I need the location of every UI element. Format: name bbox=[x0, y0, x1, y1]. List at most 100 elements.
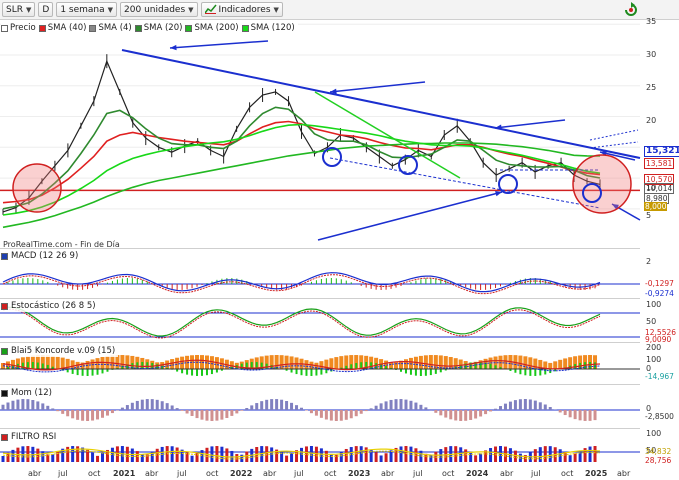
legend-item-sma20[interactable]: SMA (20) bbox=[134, 23, 183, 33]
indicator-label: Estocástico (26 8 5) bbox=[11, 301, 96, 311]
x-tick: 2021 bbox=[113, 469, 136, 478]
x-tick: jul bbox=[58, 469, 68, 478]
x-tick: jul bbox=[294, 469, 304, 478]
refresh-icon[interactable] bbox=[623, 2, 639, 17]
momentum-icon bbox=[1, 389, 8, 397]
stochastic-label[interactable]: Estocástico (26 8 5) bbox=[1, 300, 99, 312]
price-tag-support: 8,000 bbox=[644, 202, 668, 211]
chevron-down-icon: ▼ bbox=[25, 5, 32, 14]
stochastic-icon bbox=[1, 302, 8, 310]
price-tag-trendline: 15,321 bbox=[644, 146, 679, 157]
arrow-head bbox=[330, 88, 337, 95]
y-tick: 100 bbox=[646, 300, 662, 309]
x-tick: 2024 bbox=[466, 469, 489, 478]
legend-label: SMA (200) bbox=[194, 23, 239, 33]
macd-label[interactable]: MACD (12 26 9) bbox=[1, 250, 82, 262]
x-tick: abr bbox=[145, 469, 159, 478]
momentum-label[interactable]: Mom (12) bbox=[1, 387, 55, 399]
x-tick: abr bbox=[28, 469, 42, 478]
pivot-circle bbox=[398, 155, 418, 175]
arrow-head bbox=[170, 44, 177, 51]
indicator-label: MACD (12 26 9) bbox=[11, 251, 79, 261]
macd-value-tag: -0,1297 bbox=[645, 279, 674, 288]
y-tick: 100 bbox=[646, 355, 662, 364]
indicators-icon bbox=[204, 4, 217, 14]
koncorde-icon bbox=[1, 347, 8, 355]
green-trendline bbox=[314, 91, 461, 179]
y-tick: 200 bbox=[646, 343, 662, 352]
rsi-yellow-tag: 34,832 bbox=[645, 447, 672, 456]
timeframe-label: 1 semana bbox=[60, 4, 105, 15]
legend-label: SMA (20) bbox=[143, 23, 183, 33]
stochastic-k-tag: 12,5526 bbox=[645, 328, 677, 337]
legend-label: Precio bbox=[10, 23, 36, 33]
y-tick: 0 bbox=[646, 364, 652, 373]
sma4-swatch bbox=[89, 24, 97, 32]
y-tick: 10 bbox=[646, 183, 657, 192]
panel-separator bbox=[0, 248, 640, 249]
sma200-swatch bbox=[185, 24, 193, 32]
y-tick: 30 bbox=[646, 50, 657, 59]
rsi-yellow-line bbox=[2, 448, 601, 458]
y-tick: 5 bbox=[646, 211, 652, 220]
indicators-button[interactable]: Indicadores ▼ bbox=[200, 2, 283, 17]
dotted-projection bbox=[589, 141, 639, 149]
x-tick: abr bbox=[263, 469, 277, 478]
panel-separator bbox=[0, 384, 640, 385]
macd-line bbox=[2, 272, 601, 293]
legend-item-sma120[interactable]: SMA (120) bbox=[241, 23, 295, 33]
x-tick: oct bbox=[88, 469, 101, 478]
pivot-circle bbox=[322, 147, 342, 167]
units-label: 200 unidades bbox=[124, 4, 186, 15]
legend-label: SMA (4) bbox=[98, 23, 132, 33]
indicator-label: Blai5 Koncorde v.09 (15) bbox=[11, 346, 116, 356]
macd-signal-tag: -0,9274 bbox=[645, 289, 674, 298]
annotation-arrow bbox=[169, 40, 269, 49]
legend-item-sma200[interactable]: SMA (200) bbox=[185, 23, 239, 33]
koncorde-line bbox=[2, 359, 601, 371]
y-tick: 50 bbox=[646, 317, 657, 326]
stochastic-d-tag: 9,0090 bbox=[645, 335, 672, 344]
toolbar: SLR ▼ D 1 semana ▼ 200 unidades ▼ Indica… bbox=[0, 0, 679, 20]
x-tick: abr bbox=[381, 469, 395, 478]
stochastic-line bbox=[2, 306, 601, 337]
legend-item-price[interactable]: Precio bbox=[1, 23, 36, 33]
legend-item-sma40[interactable]: SMA (40) bbox=[38, 23, 86, 33]
series-line-sma-120- bbox=[2, 123, 601, 216]
sma20-swatch bbox=[134, 24, 142, 32]
price-tag-sma200: 13,581 bbox=[644, 158, 675, 169]
y-tick: 2 bbox=[646, 257, 652, 266]
x-tick: oct bbox=[442, 469, 455, 478]
y-tick: 100 bbox=[646, 429, 662, 438]
x-tick: abr bbox=[500, 469, 514, 478]
x-tick: 2025 bbox=[585, 469, 608, 478]
x-tick: 2022 bbox=[230, 469, 253, 478]
price-swatch bbox=[1, 24, 8, 32]
panel-separator bbox=[0, 342, 640, 343]
annotation-arrow bbox=[494, 119, 566, 129]
d-button[interactable]: D bbox=[38, 2, 54, 17]
main-legend: Precio SMA (40) SMA (4) SMA (20) SMA (20… bbox=[1, 22, 298, 34]
annotation-arrow bbox=[329, 81, 426, 93]
units-selector[interactable]: 200 unidades ▼ bbox=[120, 2, 198, 17]
series-line-sma-200- bbox=[2, 142, 601, 229]
indicators-label: Indicadores bbox=[218, 4, 271, 15]
arrow-head bbox=[612, 204, 619, 210]
panel-separator bbox=[0, 428, 640, 429]
chevron-down-icon: ▼ bbox=[273, 5, 279, 14]
rsi-yellow-line-signal bbox=[2, 450, 601, 460]
symbol-label: SLR bbox=[6, 4, 23, 15]
rsi-filter-label[interactable]: FILTRO RSI bbox=[1, 431, 60, 443]
koncorde-label[interactable]: Blai5 Koncorde v.09 (15) bbox=[1, 345, 119, 357]
annotation-arrow bbox=[317, 191, 503, 241]
stochastic-line-signal bbox=[2, 308, 601, 339]
rsi-filter-icon bbox=[1, 433, 8, 441]
legend-item-sma4[interactable]: SMA (4) bbox=[89, 23, 132, 33]
timeframe-selector[interactable]: 1 semana ▼ bbox=[56, 2, 118, 17]
dotted-projection bbox=[589, 129, 639, 141]
pivot-circle bbox=[498, 174, 518, 194]
symbol-selector[interactable]: SLR ▼ bbox=[2, 2, 36, 17]
x-tick: jul bbox=[177, 469, 187, 478]
